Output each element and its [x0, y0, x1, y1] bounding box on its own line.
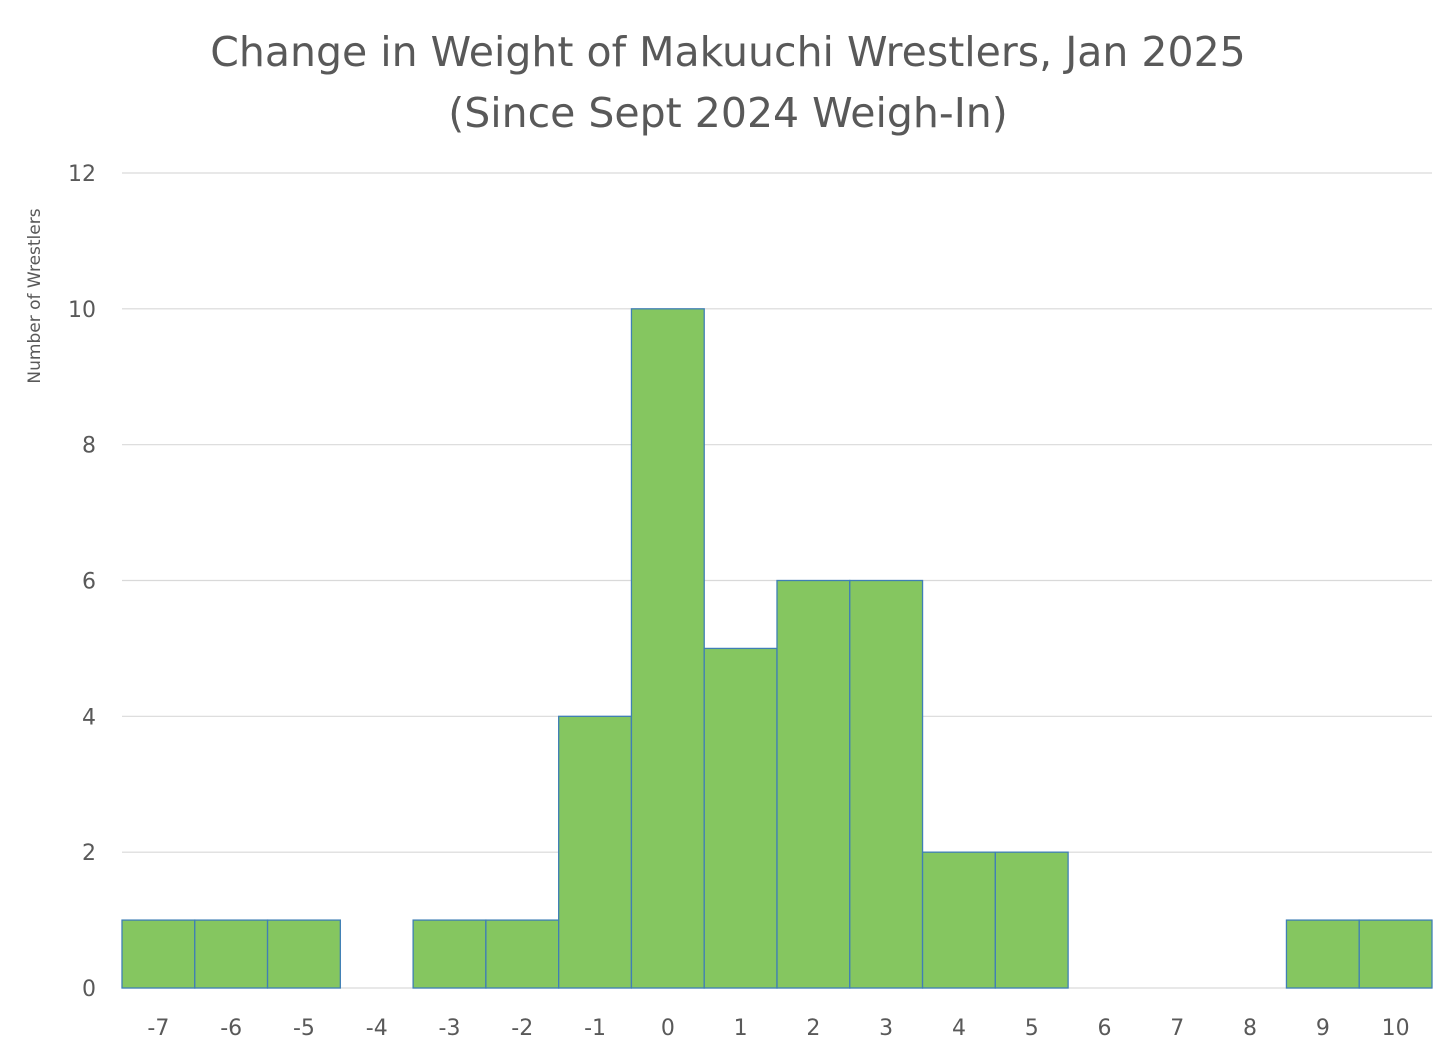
x-tick-label: 9	[1316, 1016, 1330, 1041]
x-tick-label: 7	[1170, 1016, 1184, 1041]
x-tick-label: 6	[1098, 1016, 1112, 1041]
x-tick-label: -4	[366, 1016, 388, 1041]
y-axis-ticks: 0 2 4 6 8 10 12	[68, 162, 96, 1002]
y-tick-label: 2	[82, 841, 96, 866]
x-tick-label: 4	[952, 1016, 966, 1041]
x-tick-label: -1	[584, 1016, 606, 1041]
x-tick-label: 3	[879, 1016, 893, 1041]
y-tick-label: 6	[82, 570, 96, 595]
bar--7	[121, 919, 196, 989]
bar-5	[994, 851, 1069, 989]
bar--6	[194, 919, 269, 989]
bar-4	[921, 851, 996, 989]
bar-2	[776, 579, 851, 989]
x-tick-label: -5	[293, 1016, 315, 1041]
chart-title: Change in Weight of Makuuchi Wrestlers, …	[210, 28, 1246, 76]
y-tick-label: 12	[68, 162, 96, 187]
x-tick-label: -3	[439, 1016, 461, 1041]
bar--3	[412, 919, 487, 989]
x-tick-label: 2	[806, 1016, 820, 1041]
x-tick-label: 8	[1243, 1016, 1257, 1041]
bar-0	[630, 308, 705, 989]
x-tick-label: 1	[734, 1016, 748, 1041]
x-tick-label: -2	[511, 1016, 533, 1041]
bar--2	[485, 919, 560, 989]
bar--5	[266, 919, 341, 989]
bar-9	[1285, 919, 1360, 989]
y-tick-label: 10	[68, 298, 96, 323]
bar-10	[1358, 919, 1433, 989]
y-axis-title: Number of Wrestlers	[25, 208, 45, 383]
x-tick-label: -6	[220, 1016, 242, 1041]
y-tick-label: 0	[82, 977, 96, 1002]
x-axis-ticks: -7 -6 -5 -4 -3 -2 -1 0 1 2 3 4 5 6 7 8 9 10	[147, 1016, 1409, 1041]
y-tick-label: 8	[82, 434, 96, 459]
bar-3	[849, 579, 924, 989]
bar--1	[558, 715, 633, 989]
x-tick-label: 0	[661, 1016, 675, 1041]
x-tick-label: -7	[147, 1016, 169, 1041]
chart-subtitle: (Since Sept 2024 Weigh-In)	[448, 89, 1008, 137]
y-tick-label: 4	[82, 705, 96, 730]
bars	[121, 308, 1433, 989]
x-tick-label: 10	[1382, 1016, 1410, 1041]
x-tick-label: 5	[1025, 1016, 1039, 1041]
bar-1	[703, 647, 778, 989]
